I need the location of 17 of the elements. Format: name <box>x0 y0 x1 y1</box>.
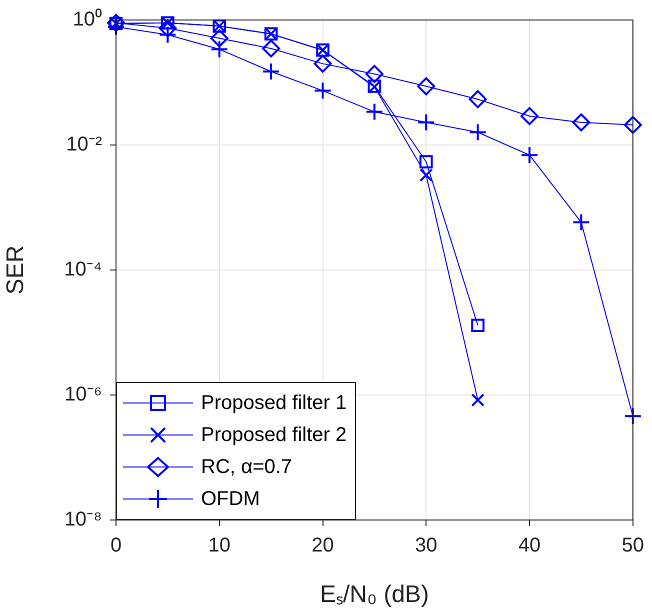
y-tick-label: 10⁰ <box>72 8 102 31</box>
x-tick-label: 10 <box>208 534 230 557</box>
y-axis-title: SER <box>2 245 30 295</box>
legend-label: Proposed filter 1 <box>201 392 347 414</box>
y-tick-label: 10⁻⁴ <box>64 258 102 281</box>
legend-label: Proposed filter 2 <box>201 424 347 446</box>
x-tick-label: 0 <box>110 534 122 557</box>
x-tick-label: 30 <box>415 534 438 557</box>
y-tick-label: 10⁻⁸ <box>64 508 102 531</box>
legend-label: OFDM <box>201 488 260 510</box>
x-tick-label: 20 <box>312 534 334 557</box>
x-axis-title: Eₛ/N₀ (dB) <box>320 581 429 608</box>
x-tick-label: 40 <box>518 534 541 557</box>
legend-label: RC, α=0.7 <box>201 456 292 478</box>
x-tick-label: 50 <box>622 534 644 557</box>
y-tick-label: 10⁻⁶ <box>64 384 102 406</box>
y-tick-label: 10⁻² <box>66 134 102 156</box>
